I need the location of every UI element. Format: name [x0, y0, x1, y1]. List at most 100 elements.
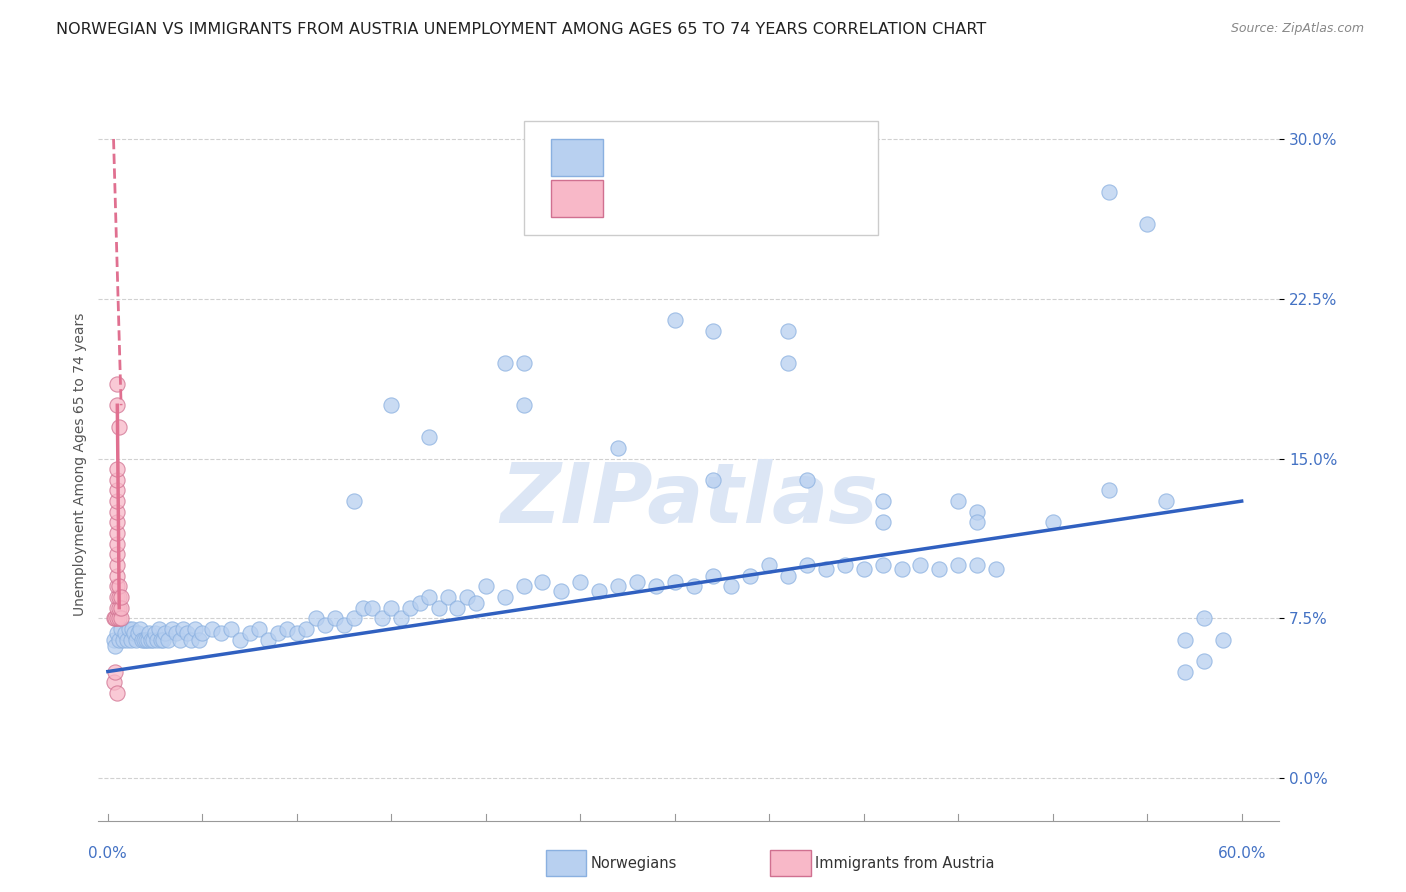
Point [127, 626, 149, 640]
Point [105, 516, 128, 530]
Point [180, 632, 202, 647]
Point [104, 611, 127, 625]
Point [165, 626, 187, 640]
Point [120, 632, 142, 647]
Point [108, 611, 131, 625]
Point [105, 579, 128, 593]
Point [191, 626, 214, 640]
Point [110, 590, 132, 604]
Point [682, 579, 704, 593]
Point [1098, 186, 1121, 200]
Point [333, 617, 356, 632]
Point [305, 611, 328, 625]
Point [136, 632, 159, 647]
Point [111, 632, 134, 647]
Point [146, 632, 169, 647]
Text: Norwegians: Norwegians [591, 856, 676, 871]
Point [153, 626, 176, 640]
Point [966, 558, 988, 572]
Point [142, 632, 165, 647]
Point [910, 558, 932, 572]
Point [201, 622, 224, 636]
Point [512, 356, 534, 370]
Point [834, 558, 856, 572]
Point [103, 632, 125, 647]
Point [138, 626, 160, 640]
Point [108, 600, 131, 615]
Point [176, 626, 198, 640]
Point [124, 626, 146, 640]
Point [108, 579, 131, 593]
Point [389, 611, 412, 625]
Point [512, 398, 534, 412]
Point [872, 558, 894, 572]
FancyBboxPatch shape [523, 121, 877, 235]
Point [105, 462, 128, 476]
Point [135, 632, 157, 647]
Point [465, 596, 488, 610]
Point [132, 632, 155, 647]
Point [720, 579, 742, 593]
Text: Source: ZipAtlas.com: Source: ZipAtlas.com [1230, 22, 1364, 36]
Point [531, 575, 554, 590]
Text: ZIPatlas: ZIPatlas [501, 459, 877, 540]
Point [437, 590, 460, 604]
Point [966, 516, 988, 530]
Point [758, 558, 780, 572]
Point [494, 356, 516, 370]
Point [229, 632, 252, 647]
Text: 0.393: 0.393 [659, 150, 706, 165]
Text: N =: N = [730, 191, 762, 206]
Point [110, 622, 132, 636]
Point [209, 626, 232, 640]
Point [110, 600, 132, 615]
Point [129, 622, 152, 636]
Point [948, 494, 970, 508]
Point [1174, 632, 1197, 647]
Y-axis label: Unemployment Among Ages 65 to 74 years: Unemployment Among Ages 65 to 74 years [73, 312, 87, 615]
Point [141, 632, 163, 647]
Point [104, 665, 127, 679]
Point [399, 600, 422, 615]
Text: R =: R = [612, 150, 644, 165]
Point [247, 622, 270, 636]
Point [105, 473, 128, 487]
Point [105, 611, 128, 625]
Point [314, 617, 336, 632]
Point [108, 590, 131, 604]
Point [550, 583, 572, 598]
Point [778, 356, 800, 370]
Point [1154, 494, 1177, 508]
Point [105, 558, 128, 572]
Point [121, 622, 143, 636]
Point [408, 596, 430, 610]
Point [149, 632, 172, 647]
Point [966, 505, 988, 519]
Point [494, 590, 516, 604]
Point [108, 632, 131, 647]
Point [361, 600, 384, 615]
Point [380, 398, 402, 412]
Point [352, 600, 374, 615]
Point [110, 611, 132, 625]
Point [105, 376, 128, 391]
Point [276, 622, 298, 636]
Point [664, 575, 686, 590]
Point [626, 575, 648, 590]
Point [105, 526, 128, 541]
Point [105, 600, 128, 615]
Point [105, 626, 128, 640]
Point [105, 505, 128, 519]
Point [285, 626, 308, 640]
Point [342, 494, 364, 508]
Point [103, 611, 125, 625]
Text: 103: 103 [778, 150, 808, 165]
Point [778, 324, 800, 338]
Point [187, 632, 209, 647]
Point [512, 579, 534, 593]
Point [105, 537, 128, 551]
Point [664, 313, 686, 327]
Point [446, 600, 468, 615]
Point [456, 590, 478, 604]
FancyBboxPatch shape [551, 139, 603, 177]
